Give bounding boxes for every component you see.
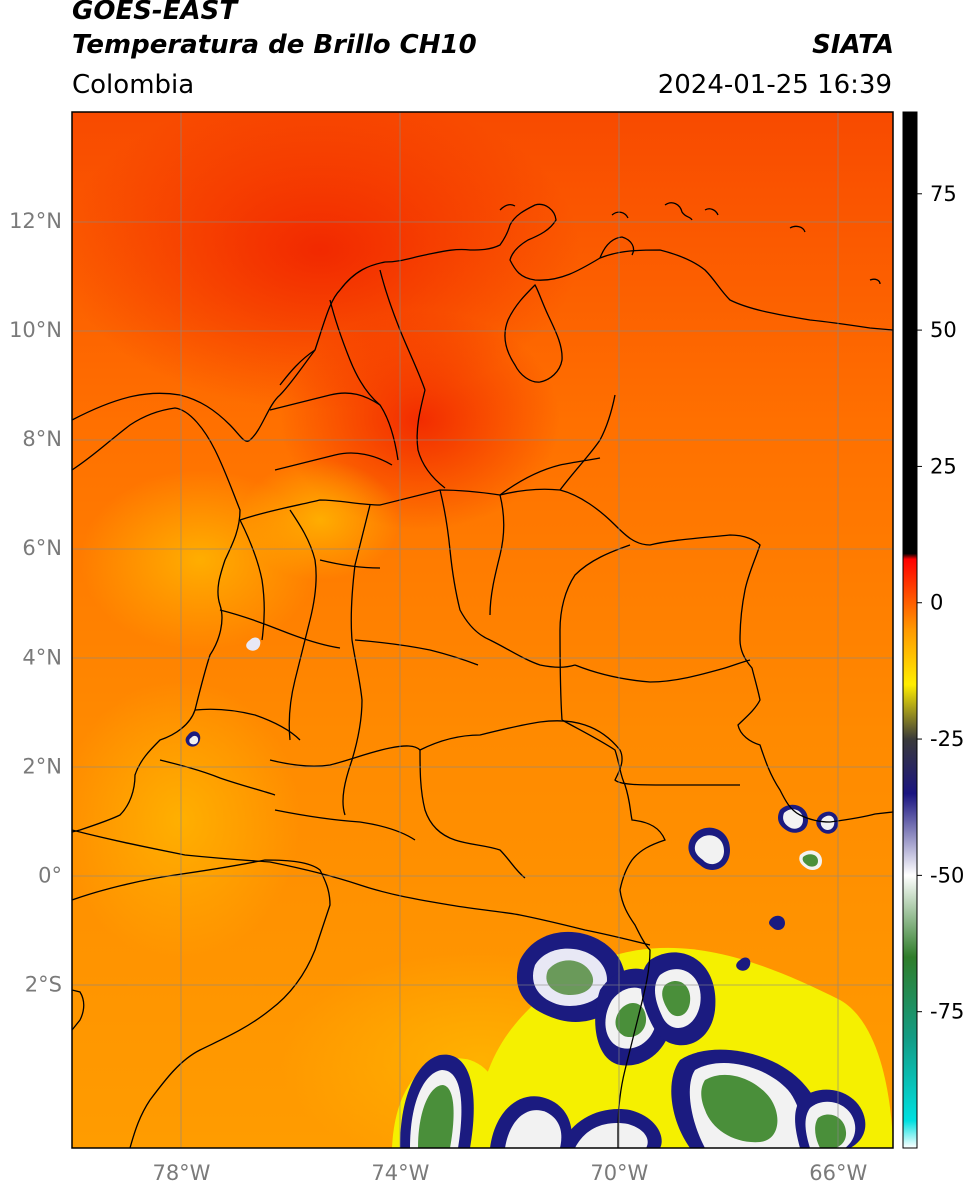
colorbar-tick-label: 25: [930, 454, 957, 478]
latitude-tick-label: 10°N: [9, 318, 62, 342]
longitude-tick-label: 78°W: [152, 1161, 210, 1185]
latitude-tick-label: 2°S: [25, 972, 62, 996]
colorbar-tick-label: 50: [930, 318, 957, 342]
colorbar: 75 50 25 0 -25 -50 -75: [902, 111, 964, 1149]
cloud-cluster-east: [185, 637, 839, 971]
warm-region: [72, 680, 300, 960]
colorbar-gradient: [903, 112, 917, 1148]
warm-region: [240, 460, 400, 580]
longitude-tick-label: 70°W: [590, 1161, 648, 1185]
cloud-cluster-south: [392, 931, 893, 1148]
colorbar-frame: [902, 111, 918, 1149]
colorbar-tick-label: 75: [930, 182, 957, 206]
organization-label: SIATA: [812, 30, 894, 60]
satellite-title: GOES-EAST: [72, 0, 238, 26]
product-title: Temperatura de Brillo CH10: [72, 30, 477, 60]
graticule: [72, 112, 893, 1148]
map-frame: [71, 111, 894, 1149]
region-label: Colombia: [72, 70, 195, 100]
timestamp-label: 2024-01-25 16:39: [657, 70, 892, 100]
longitude-tick-label: 66°W: [809, 1161, 867, 1185]
colorbar-tick-label: 0: [930, 591, 943, 615]
latitude-axis: 12°N 10°N 8°N 6°N 4°N 2°N 0° 2°S: [9, 209, 62, 996]
coastlines-and-borders: [72, 202, 893, 1148]
colorbar-tick-label: -50: [930, 863, 964, 887]
latitude-tick-label: 0°: [38, 863, 62, 887]
longitude-axis: 78°W 74°W 70°W 66°W: [152, 1161, 867, 1185]
latitude-tick-label: 2°N: [22, 754, 62, 778]
map-plot-area: [72, 112, 893, 1148]
colorbar-tick-label: -75: [930, 1000, 964, 1024]
latitude-tick-label: 6°N: [22, 536, 62, 560]
colorbar-tick-label: -25: [930, 727, 964, 751]
longitude-tick-label: 74°W: [371, 1161, 429, 1185]
latitude-tick-label: 8°N: [22, 427, 62, 451]
latitude-tick-label: 4°N: [22, 645, 62, 669]
colorbar-ticks: 75 50 25 0 -25 -50 -75: [917, 182, 964, 1024]
latitude-tick-label: 12°N: [9, 209, 62, 233]
